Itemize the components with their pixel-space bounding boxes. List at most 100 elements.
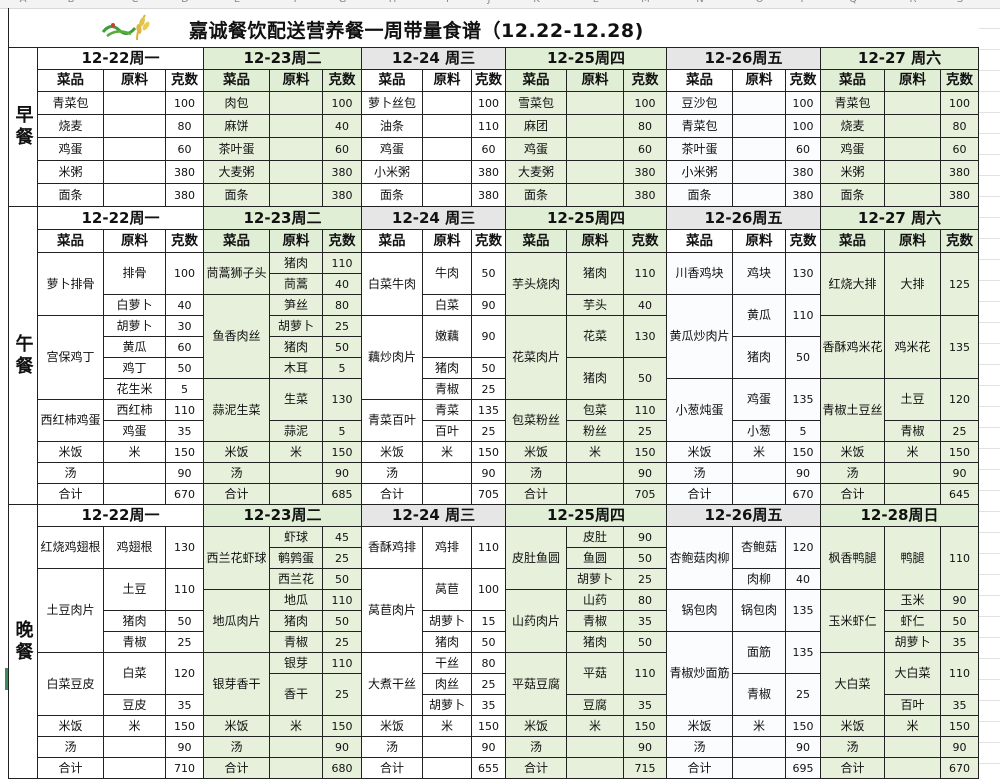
ingredient-cell[interactable] xyxy=(567,737,624,758)
dish-name-cell[interactable]: 莴苣肉片 xyxy=(362,569,423,653)
column-header-ingredient[interactable]: 原料 xyxy=(567,230,624,253)
day-date-header[interactable]: 12-22周一 xyxy=(38,47,204,70)
grams-cell[interactable]: 80 xyxy=(166,115,204,138)
ingredient-cell[interactable] xyxy=(423,758,472,779)
ingredient-cell[interactable]: 青椒 xyxy=(567,611,624,632)
day-date-header[interactable]: 12-23周二 xyxy=(204,207,362,230)
grams-cell[interactable]: 380 xyxy=(786,184,821,207)
dish-name-cell[interactable]: 面条 xyxy=(667,184,733,207)
grams-cell[interactable]: 90 xyxy=(166,463,204,484)
column-header-dish[interactable]: 菜品 xyxy=(821,70,885,92)
grams-cell[interactable]: 380 xyxy=(323,184,362,207)
column-letter[interactable]: F xyxy=(294,0,300,5)
column-header-grams[interactable]: 克数 xyxy=(323,230,362,253)
ingredient-cell[interactable] xyxy=(567,161,624,184)
ingredient-cell[interactable]: 鱼圆 xyxy=(567,548,624,569)
dish-name-cell[interactable]: 米饭 xyxy=(204,442,270,463)
ingredient-cell[interactable] xyxy=(104,737,166,758)
column-header-ingredient[interactable]: 原料 xyxy=(270,70,323,92)
grams-cell[interactable]: 710 xyxy=(166,758,204,779)
ingredient-cell[interactable] xyxy=(270,758,323,779)
column-letter[interactable]: Q xyxy=(849,0,857,5)
dish-name-cell[interactable]: 皮肚鱼圆 xyxy=(506,527,567,590)
grams-cell[interactable]: 150 xyxy=(624,716,667,737)
grams-cell[interactable]: 90 xyxy=(323,737,362,758)
dish-name-cell[interactable]: 蒜泥生菜 xyxy=(204,379,270,442)
dish-name-cell[interactable]: 青椒炒面筋 xyxy=(667,632,733,716)
ingredient-cell[interactable]: 嫩藕 xyxy=(423,316,472,358)
ingredient-cell[interactable]: 胡萝卜 xyxy=(885,632,941,653)
ingredient-cell[interactable] xyxy=(104,758,166,779)
dish-name-cell[interactable]: 鸡蛋 xyxy=(506,138,567,161)
dish-name-cell[interactable]: 鸡蛋 xyxy=(821,138,885,161)
grams-cell[interactable]: 60 xyxy=(323,138,362,161)
ingredient-cell[interactable]: 百叶 xyxy=(885,695,941,716)
ingredient-cell[interactable] xyxy=(270,737,323,758)
grams-cell[interactable]: 25 xyxy=(472,421,506,442)
grams-cell[interactable]: 120 xyxy=(941,379,979,421)
day-date-header[interactable]: 12-23周二 xyxy=(204,47,362,70)
ingredient-cell[interactable]: 排骨 xyxy=(104,253,166,295)
ingredient-cell[interactable]: 胡萝卜 xyxy=(104,316,166,337)
grams-cell[interactable]: 110 xyxy=(472,115,506,138)
ingredient-cell[interactable] xyxy=(885,484,941,505)
column-header-grams[interactable]: 克数 xyxy=(786,230,821,253)
grams-cell[interactable]: 35 xyxy=(941,632,979,653)
dish-name-cell[interactable]: 合计 xyxy=(821,758,885,779)
dish-name-cell[interactable]: 汤 xyxy=(667,463,733,484)
ingredient-cell[interactable]: 芋头 xyxy=(567,295,624,316)
column-letter[interactable]: R xyxy=(910,0,917,5)
dish-name-cell[interactable]: 合计 xyxy=(362,758,423,779)
dish-name-cell[interactable]: 土豆肉片 xyxy=(38,569,104,653)
column-letter[interactable]: O xyxy=(756,0,764,5)
grams-cell[interactable]: 5 xyxy=(786,421,821,442)
column-header-ingredient[interactable]: 原料 xyxy=(733,230,786,253)
ingredient-cell[interactable] xyxy=(270,463,323,484)
dish-name-cell[interactable]: 米饭 xyxy=(821,716,885,737)
grams-cell[interactable]: 715 xyxy=(624,758,667,779)
grams-cell[interactable]: 380 xyxy=(624,184,667,207)
ingredient-cell[interactable]: 小葱 xyxy=(733,421,786,442)
ingredient-cell[interactable] xyxy=(567,758,624,779)
grams-cell[interactable]: 90 xyxy=(624,463,667,484)
ingredient-cell[interactable] xyxy=(423,184,472,207)
column-header-ingredient[interactable]: 原料 xyxy=(423,230,472,253)
grams-cell[interactable]: 110 xyxy=(786,295,821,337)
column-header-ingredient[interactable]: 原料 xyxy=(104,230,166,253)
ingredient-cell[interactable]: 生菜 xyxy=(270,379,323,421)
dish-name-cell[interactable]: 合计 xyxy=(204,758,270,779)
column-header-dish[interactable]: 菜品 xyxy=(204,230,270,253)
ingredient-cell[interactable] xyxy=(104,138,166,161)
ingredient-cell[interactable] xyxy=(423,115,472,138)
grams-cell[interactable]: 80 xyxy=(624,115,667,138)
ingredient-cell[interactable]: 虾球 xyxy=(270,527,323,548)
column-letter[interactable]: D xyxy=(181,0,189,5)
grams-cell[interactable]: 25 xyxy=(166,632,204,653)
column-header-grams[interactable]: 克数 xyxy=(166,70,204,92)
grams-cell[interactable]: 110 xyxy=(472,527,506,569)
ingredient-cell[interactable]: 平菇 xyxy=(567,653,624,695)
grams-cell[interactable]: 35 xyxy=(472,695,506,716)
grams-cell[interactable]: 25 xyxy=(786,674,821,716)
grams-cell[interactable]: 25 xyxy=(323,316,362,337)
dish-name-cell[interactable]: 汤 xyxy=(204,737,270,758)
grams-cell[interactable]: 150 xyxy=(166,442,204,463)
grams-cell[interactable]: 35 xyxy=(624,611,667,632)
column-letter[interactable]: M xyxy=(641,0,650,5)
column-letter[interactable]: H xyxy=(389,0,397,5)
dish-name-cell[interactable]: 米饭 xyxy=(821,442,885,463)
grams-cell[interactable]: 150 xyxy=(166,716,204,737)
grams-cell[interactable]: 150 xyxy=(472,716,506,737)
dish-name-cell[interactable]: 麻团 xyxy=(506,115,567,138)
grams-cell[interactable]: 25 xyxy=(941,421,979,442)
grams-cell[interactable]: 80 xyxy=(472,653,506,674)
column-header-grams[interactable]: 克数 xyxy=(472,70,506,92)
ingredient-cell[interactable]: 米 xyxy=(567,716,624,737)
ingredient-cell[interactable]: 包菜 xyxy=(567,400,624,421)
ingredient-cell[interactable]: 米 xyxy=(733,716,786,737)
column-letter[interactable]: L xyxy=(593,0,599,5)
dish-name-cell[interactable]: 汤 xyxy=(362,463,423,484)
day-date-header[interactable]: 12-27 周六 xyxy=(821,47,979,70)
dish-name-cell[interactable]: 米饭 xyxy=(38,442,104,463)
ingredient-cell[interactable] xyxy=(104,92,166,115)
